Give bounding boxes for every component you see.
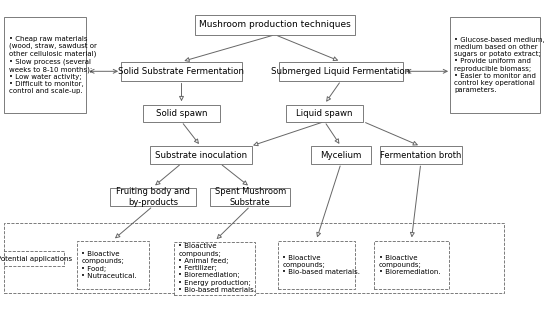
- Text: Liquid spawn: Liquid spawn: [296, 108, 353, 118]
- FancyBboxPatch shape: [121, 62, 242, 81]
- Text: • Bioactive
compounds;
• Bio-based materials.: • Bioactive compounds; • Bio-based mater…: [282, 255, 360, 275]
- FancyBboxPatch shape: [195, 15, 355, 35]
- Text: • Glucose-based medium,
medium based on other
sugars or potato extract;
• Provid: • Glucose-based medium, medium based on …: [454, 37, 544, 94]
- Text: Spent Mushroom
Substrate: Spent Mushroom Substrate: [214, 187, 286, 207]
- FancyBboxPatch shape: [150, 147, 251, 164]
- FancyBboxPatch shape: [279, 62, 403, 81]
- Text: • Bioactive
compounds;
• Animal feed;
• Fertilizer;
• Bioremediation;
• Energy p: • Bioactive compounds; • Animal feed; • …: [178, 243, 256, 293]
- Text: Potential applications: Potential applications: [0, 256, 72, 262]
- FancyBboxPatch shape: [110, 188, 196, 206]
- FancyBboxPatch shape: [77, 241, 148, 289]
- FancyBboxPatch shape: [278, 241, 355, 289]
- Text: Fermentation broth: Fermentation broth: [380, 150, 461, 160]
- FancyBboxPatch shape: [210, 188, 290, 206]
- Text: Mushroom production techniques: Mushroom production techniques: [199, 20, 351, 29]
- Text: Solid spawn: Solid spawn: [156, 108, 207, 118]
- Text: Substrate inoculation: Substrate inoculation: [155, 150, 247, 160]
- Text: Submerged Liquid Fermentation: Submerged Liquid Fermentation: [272, 67, 410, 76]
- Text: • Cheap raw materials
(wood, straw, sawdust or
other cellulosic material)
• Slow: • Cheap raw materials (wood, straw, sawd…: [9, 36, 97, 95]
- FancyBboxPatch shape: [4, 251, 64, 266]
- FancyBboxPatch shape: [286, 104, 363, 122]
- FancyBboxPatch shape: [379, 147, 462, 164]
- FancyBboxPatch shape: [174, 242, 255, 294]
- Text: Solid Substrate Fermentation: Solid Substrate Fermentation: [118, 67, 245, 76]
- FancyBboxPatch shape: [4, 17, 86, 113]
- Text: Fruiting body and
by-products: Fruiting body and by-products: [116, 187, 190, 207]
- FancyBboxPatch shape: [311, 147, 371, 164]
- FancyBboxPatch shape: [143, 104, 220, 122]
- Text: Mycelium: Mycelium: [320, 150, 362, 160]
- Text: • Bioactive
compounds;
• Food;
• Nutraceutical.: • Bioactive compounds; • Food; • Nutrace…: [81, 251, 137, 279]
- FancyBboxPatch shape: [374, 241, 449, 289]
- FancyBboxPatch shape: [450, 17, 540, 113]
- Text: • Bioactive
compounds;
• Bioremediation.: • Bioactive compounds; • Bioremediation.: [378, 255, 441, 275]
